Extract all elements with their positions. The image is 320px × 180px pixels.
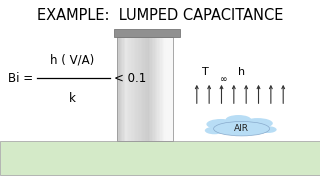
Polygon shape [143, 37, 145, 141]
Polygon shape [169, 37, 170, 141]
FancyBboxPatch shape [0, 141, 320, 175]
Polygon shape [164, 37, 166, 141]
Polygon shape [142, 37, 143, 141]
Polygon shape [135, 37, 136, 141]
Polygon shape [138, 37, 139, 141]
Polygon shape [121, 37, 123, 141]
Polygon shape [160, 37, 162, 141]
Polygon shape [123, 37, 124, 141]
Text: T: T [202, 67, 208, 77]
Polygon shape [167, 37, 169, 141]
Polygon shape [145, 37, 146, 141]
Polygon shape [149, 37, 150, 141]
Polygon shape [170, 37, 172, 141]
Polygon shape [148, 37, 149, 141]
Ellipse shape [214, 122, 270, 136]
Text: k: k [68, 92, 76, 105]
Polygon shape [156, 37, 157, 141]
Text: h: h [238, 67, 245, 77]
Text: $\infty$: $\infty$ [219, 75, 228, 84]
Polygon shape [120, 37, 121, 141]
Ellipse shape [259, 126, 276, 133]
Polygon shape [117, 37, 118, 141]
Polygon shape [155, 37, 156, 141]
Text: h ( V/A): h ( V/A) [50, 54, 94, 67]
Text: Bi =: Bi = [8, 72, 33, 85]
Polygon shape [132, 37, 134, 141]
Text: < 0.1: < 0.1 [114, 72, 146, 85]
Polygon shape [162, 37, 163, 141]
Text: EXAMPLE:  LUMPED CAPACITANCE: EXAMPLE: LUMPED CAPACITANCE [37, 8, 283, 23]
Polygon shape [129, 37, 131, 141]
Polygon shape [163, 37, 164, 141]
Polygon shape [128, 37, 129, 141]
Polygon shape [172, 37, 173, 141]
Ellipse shape [226, 115, 251, 124]
Polygon shape [146, 37, 148, 141]
Ellipse shape [206, 119, 235, 129]
Polygon shape [157, 37, 159, 141]
Polygon shape [124, 37, 125, 141]
FancyBboxPatch shape [114, 29, 180, 37]
Polygon shape [136, 37, 138, 141]
Polygon shape [150, 37, 152, 141]
Ellipse shape [243, 118, 273, 129]
Polygon shape [125, 37, 127, 141]
Polygon shape [118, 37, 120, 141]
Ellipse shape [205, 127, 224, 134]
Text: AIR: AIR [234, 124, 249, 133]
Polygon shape [134, 37, 135, 141]
Polygon shape [127, 37, 128, 141]
Polygon shape [159, 37, 160, 141]
Polygon shape [153, 37, 155, 141]
Polygon shape [131, 37, 132, 141]
Polygon shape [139, 37, 140, 141]
Polygon shape [166, 37, 167, 141]
Polygon shape [152, 37, 153, 141]
Polygon shape [140, 37, 142, 141]
